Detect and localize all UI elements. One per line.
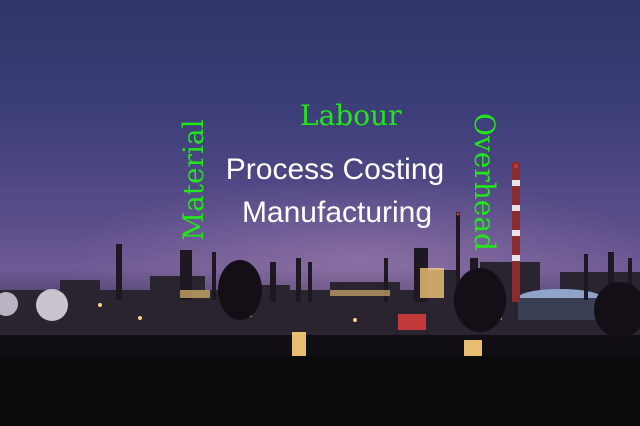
storage-sphere — [0, 292, 18, 316]
storage-tank-body — [518, 298, 602, 320]
tree-silhouettes — [218, 260, 640, 338]
material-label: Material — [177, 119, 210, 241]
plant-lights — [98, 268, 602, 356]
process-costing-title: Process Costing — [225, 153, 445, 186]
red-lights — [398, 164, 518, 330]
overhead-label: Overhead — [468, 113, 501, 251]
labour-label: Labour — [300, 99, 402, 132]
chimney-stripes — [512, 180, 520, 261]
foreground-shadow — [0, 355, 640, 426]
storage-sphere — [36, 289, 68, 321]
manufacturing-subtitle: Manufacturing — [241, 196, 433, 229]
